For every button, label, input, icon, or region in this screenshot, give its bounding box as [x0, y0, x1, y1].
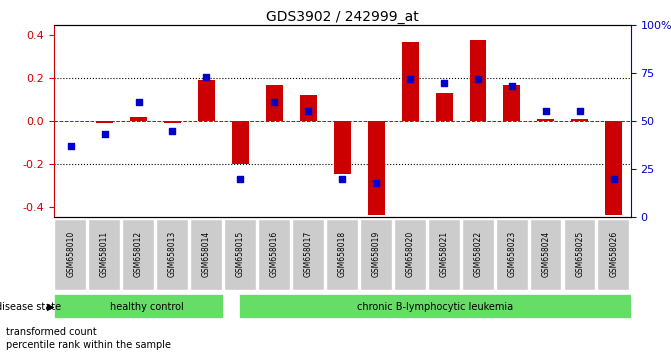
- Text: GSM658025: GSM658025: [575, 231, 584, 278]
- Bar: [496, 219, 527, 290]
- Text: GSM658026: GSM658026: [609, 231, 618, 278]
- Bar: [333, 121, 351, 175]
- Bar: [564, 219, 595, 290]
- Point: [235, 176, 246, 182]
- Text: disease state: disease state: [0, 302, 61, 312]
- Text: percentile rank within the sample: percentile rank within the sample: [6, 339, 171, 349]
- Bar: [394, 219, 425, 290]
- Bar: [462, 219, 494, 290]
- Text: GSM658024: GSM658024: [541, 231, 550, 278]
- Point: [507, 84, 517, 89]
- Point: [574, 109, 585, 114]
- Bar: [96, 121, 113, 123]
- Point: [303, 109, 313, 114]
- Bar: [232, 121, 249, 164]
- Text: GSM658018: GSM658018: [338, 231, 347, 277]
- Text: GSM658020: GSM658020: [405, 231, 415, 278]
- Bar: [239, 294, 631, 318]
- Bar: [360, 219, 392, 290]
- Point: [472, 76, 483, 81]
- Point: [201, 74, 212, 80]
- Bar: [435, 93, 452, 121]
- Text: GSM658021: GSM658021: [440, 231, 448, 277]
- Bar: [326, 219, 358, 290]
- Text: GSM658012: GSM658012: [134, 231, 143, 277]
- Bar: [156, 219, 188, 290]
- Text: ▶: ▶: [47, 302, 54, 312]
- Bar: [266, 85, 282, 121]
- Bar: [164, 121, 181, 123]
- Point: [337, 176, 348, 182]
- Bar: [258, 219, 290, 290]
- Point: [371, 180, 382, 185]
- Text: GSM658011: GSM658011: [100, 231, 109, 277]
- Bar: [537, 119, 554, 121]
- Text: GSM658016: GSM658016: [270, 231, 279, 278]
- Text: GSM658015: GSM658015: [236, 231, 245, 278]
- Point: [609, 176, 619, 182]
- Text: GSM658023: GSM658023: [507, 231, 517, 278]
- Point: [65, 143, 76, 149]
- Bar: [300, 95, 317, 121]
- Point: [0, 342, 1, 347]
- Title: GDS3902 / 242999_at: GDS3902 / 242999_at: [266, 10, 419, 24]
- Point: [0, 329, 1, 334]
- Bar: [427, 219, 460, 290]
- Point: [541, 109, 552, 114]
- Text: GSM658022: GSM658022: [474, 231, 482, 277]
- Point: [99, 132, 110, 137]
- Text: transformed count: transformed count: [6, 326, 97, 337]
- Point: [405, 76, 415, 81]
- Bar: [597, 219, 629, 290]
- Point: [133, 99, 144, 104]
- Bar: [503, 85, 521, 121]
- Text: GSM658010: GSM658010: [66, 231, 75, 278]
- Bar: [605, 121, 622, 215]
- Bar: [529, 219, 562, 290]
- Bar: [470, 40, 486, 121]
- Point: [269, 99, 280, 104]
- Text: healthy control: healthy control: [110, 302, 184, 312]
- Bar: [198, 80, 215, 121]
- Bar: [292, 219, 324, 290]
- Bar: [224, 219, 256, 290]
- Text: GSM658019: GSM658019: [372, 231, 380, 278]
- Bar: [402, 42, 419, 121]
- Text: chronic B-lymphocytic leukemia: chronic B-lymphocytic leukemia: [357, 302, 513, 312]
- Text: GSM658017: GSM658017: [304, 231, 313, 278]
- Bar: [54, 219, 87, 290]
- Point: [167, 128, 178, 133]
- Text: GSM658014: GSM658014: [202, 231, 211, 278]
- Bar: [571, 119, 588, 121]
- Text: GSM658013: GSM658013: [168, 231, 177, 278]
- Bar: [190, 219, 222, 290]
- Bar: [54, 294, 223, 318]
- Bar: [130, 117, 147, 121]
- Point: [439, 80, 450, 85]
- Bar: [368, 121, 384, 215]
- Bar: [122, 219, 154, 290]
- Bar: [89, 219, 120, 290]
